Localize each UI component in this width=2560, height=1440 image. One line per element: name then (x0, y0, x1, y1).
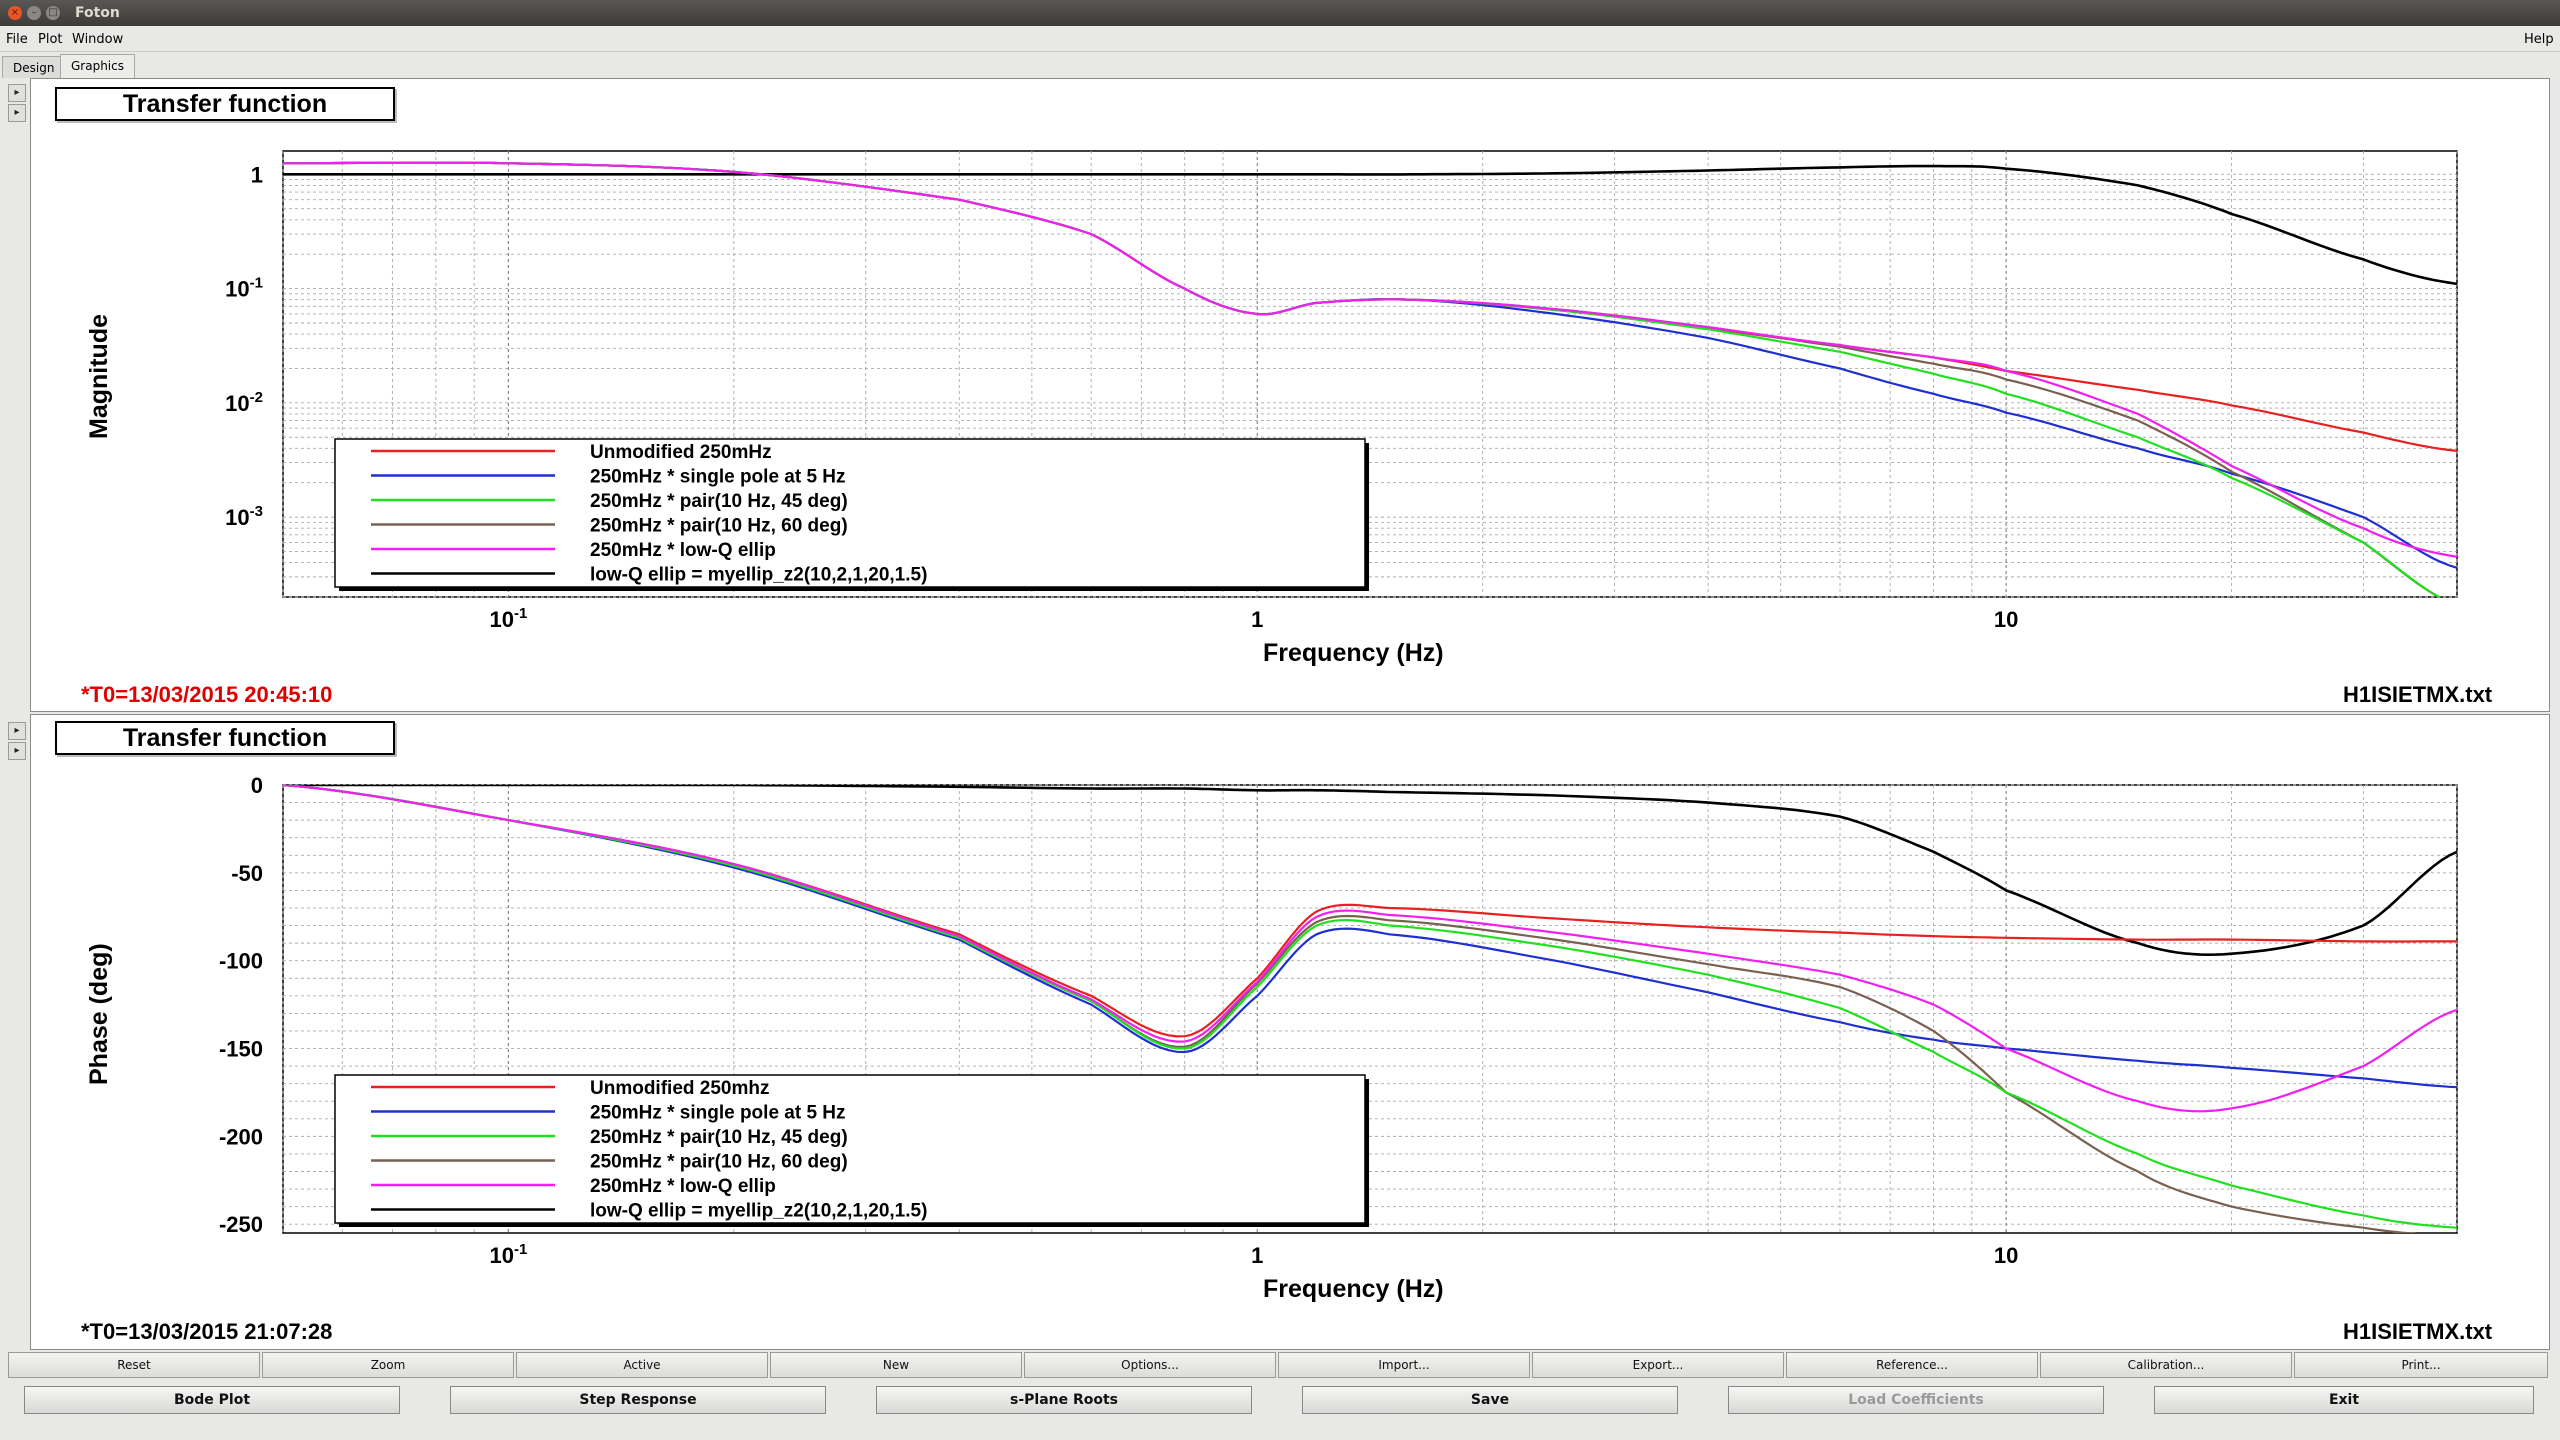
x-tick-label: 1 (1251, 607, 1263, 632)
legend-label: 250mHz * single pole at 5 Hz (590, 1103, 846, 1124)
tab-bar: Design Graphics (0, 54, 2560, 78)
print-button[interactable]: Print... (2294, 1352, 2548, 1378)
calibration-button[interactable]: Calibration... (2040, 1352, 2292, 1378)
legend-label: 250mHz * pair(10 Hz, 45 deg) (590, 1127, 848, 1148)
phase-ylabel: Phase (deg) (85, 943, 113, 1085)
legend-label: low-Q ellip = myellip_z2(10,2,1,20,1.5) (590, 565, 927, 586)
magnitude-ylabel: Magnitude (85, 314, 113, 439)
phase-timestamp: *T0=13/03/2015 21:07:28 (81, 1319, 333, 1344)
x-tick-label: 1 (1251, 1243, 1263, 1268)
magnitude-xlabel: Frequency (Hz) (1263, 639, 1444, 667)
active-button[interactable]: Active (516, 1352, 768, 1378)
s-plane-roots-button[interactable]: s-Plane Roots (876, 1386, 1252, 1414)
series-line (283, 785, 2457, 1089)
y-tick-label: -100 (219, 949, 263, 974)
menu-help[interactable]: Help (2524, 32, 2554, 47)
options-button[interactable]: Options... (1024, 1352, 1276, 1378)
panel1-collapse-icon[interactable]: ▸ (8, 104, 26, 122)
y-tick-label: 10-3 (225, 503, 263, 530)
menu-plot[interactable]: Plot (38, 32, 63, 47)
menu-file[interactable]: File (6, 32, 28, 47)
menu-window[interactable]: Window (72, 32, 124, 47)
series-line (283, 785, 2457, 1113)
save-button[interactable]: Save (1302, 1386, 1678, 1414)
maximize-window-button[interactable]: □ (46, 6, 60, 20)
magnitude-timestamp: *T0=13/03/2015 20:45:10 (81, 682, 333, 707)
phase-chart[interactable]: 10-1 1 10 0 -50 -100 -150 -200 -250 Unmodified 25… (31, 715, 2551, 1351)
bode-plot-button[interactable]: Bode Plot (24, 1386, 400, 1414)
x-tick-label: 10-1 (490, 605, 528, 632)
export-button[interactable]: Export... (1532, 1352, 1784, 1378)
magnitude-chart[interactable]: 10-1 1 10 1 10-1 10-2 10-3 Unmodified 250mHz 250… (31, 79, 2551, 713)
tab-design[interactable]: Design (2, 56, 66, 78)
exit-button[interactable]: Exit (2154, 1386, 2534, 1414)
series-line (283, 164, 2457, 286)
legend-label: 250mHz * pair(10 Hz, 60 deg) (590, 516, 848, 537)
y-tick-label: -250 (219, 1212, 263, 1237)
phase-xlabel: Frequency (Hz) (1263, 1275, 1444, 1303)
load-coefficients-button[interactable]: Load Coefficients (1728, 1386, 2104, 1414)
window-title: Foton (75, 5, 120, 21)
magnitude-filename: H1ISIETMX.txt (2343, 682, 2493, 707)
y-tick-label: 0 (251, 773, 263, 798)
legend-label: low-Q ellip = myellip_z2(10,2,1,20,1.5) (590, 1201, 927, 1222)
series-line (283, 785, 2457, 957)
minimize-window-button[interactable]: – (27, 6, 41, 20)
legend-label: 250mHz * low-Q ellip (590, 540, 776, 561)
close-window-button[interactable]: × (8, 6, 22, 20)
series-line (283, 785, 2457, 1038)
series-line (283, 161, 2457, 558)
panel1-expand-icon[interactable]: ▸ (8, 84, 26, 102)
menubar: File Plot Window Help (0, 26, 2560, 52)
y-tick-label: 10-1 (225, 275, 263, 302)
magnitude-plot-panel[interactable]: Transfer function 10-1 1 10 1 10-1 10-2 10-3 Un… (30, 78, 2550, 712)
legend-label: 250mHz * single pole at 5 Hz (590, 467, 846, 488)
phase-plot-panel[interactable]: Transfer function 10-1 1 10 0 -50 -100 -150 -20… (30, 714, 2550, 1350)
phase-filename: H1ISIETMX.txt (2343, 1319, 2493, 1344)
new-button[interactable]: New (770, 1352, 1022, 1378)
plot-toolbar: Reset Zoom Active New Options... Import.… (8, 1352, 2552, 1378)
y-tick-label: 1 (251, 162, 263, 187)
panel2-collapse-icon[interactable]: ▸ (8, 742, 26, 760)
x-tick-label: 10-1 (490, 1241, 528, 1268)
reference-button[interactable]: Reference... (1786, 1352, 2038, 1378)
tab-graphics[interactable]: Graphics (60, 54, 135, 78)
y-tick-label: -200 (219, 1124, 263, 1149)
legend-label: 250mHz * low-Q ellip (590, 1176, 776, 1197)
series-line (283, 785, 2457, 1229)
window-titlebar: × – □ Foton (0, 0, 2560, 26)
import-button[interactable]: Import... (1278, 1352, 1530, 1378)
y-tick-label: -50 (231, 861, 263, 886)
y-tick-label: -150 (219, 1037, 263, 1062)
reset-button[interactable]: Reset (8, 1352, 260, 1378)
legend-box (334, 438, 1366, 588)
x-tick-label: 10 (1994, 1243, 2018, 1268)
legend-label: Unmodified 250mHz (590, 442, 772, 463)
panel2-expand-icon[interactable]: ▸ (8, 722, 26, 740)
step-response-button[interactable]: Step Response (450, 1386, 826, 1414)
y-tick-label: 10-2 (225, 389, 263, 416)
magnitude-plot-title: Transfer function (55, 87, 395, 121)
legend-box (334, 1074, 1366, 1224)
legend-label: 250mHz * pair(10 Hz, 60 deg) (590, 1152, 848, 1173)
action-bar: Bode Plot Step Response s-Plane Roots Sa… (0, 1386, 2560, 1416)
legend-label: 250mHz * pair(10 Hz, 45 deg) (590, 491, 848, 512)
zoom-button[interactable]: Zoom (262, 1352, 514, 1378)
phase-plot-title: Transfer function (55, 721, 395, 755)
legend-label: Unmodified 250mhz (590, 1078, 769, 1099)
x-tick-label: 10 (1994, 607, 2018, 632)
